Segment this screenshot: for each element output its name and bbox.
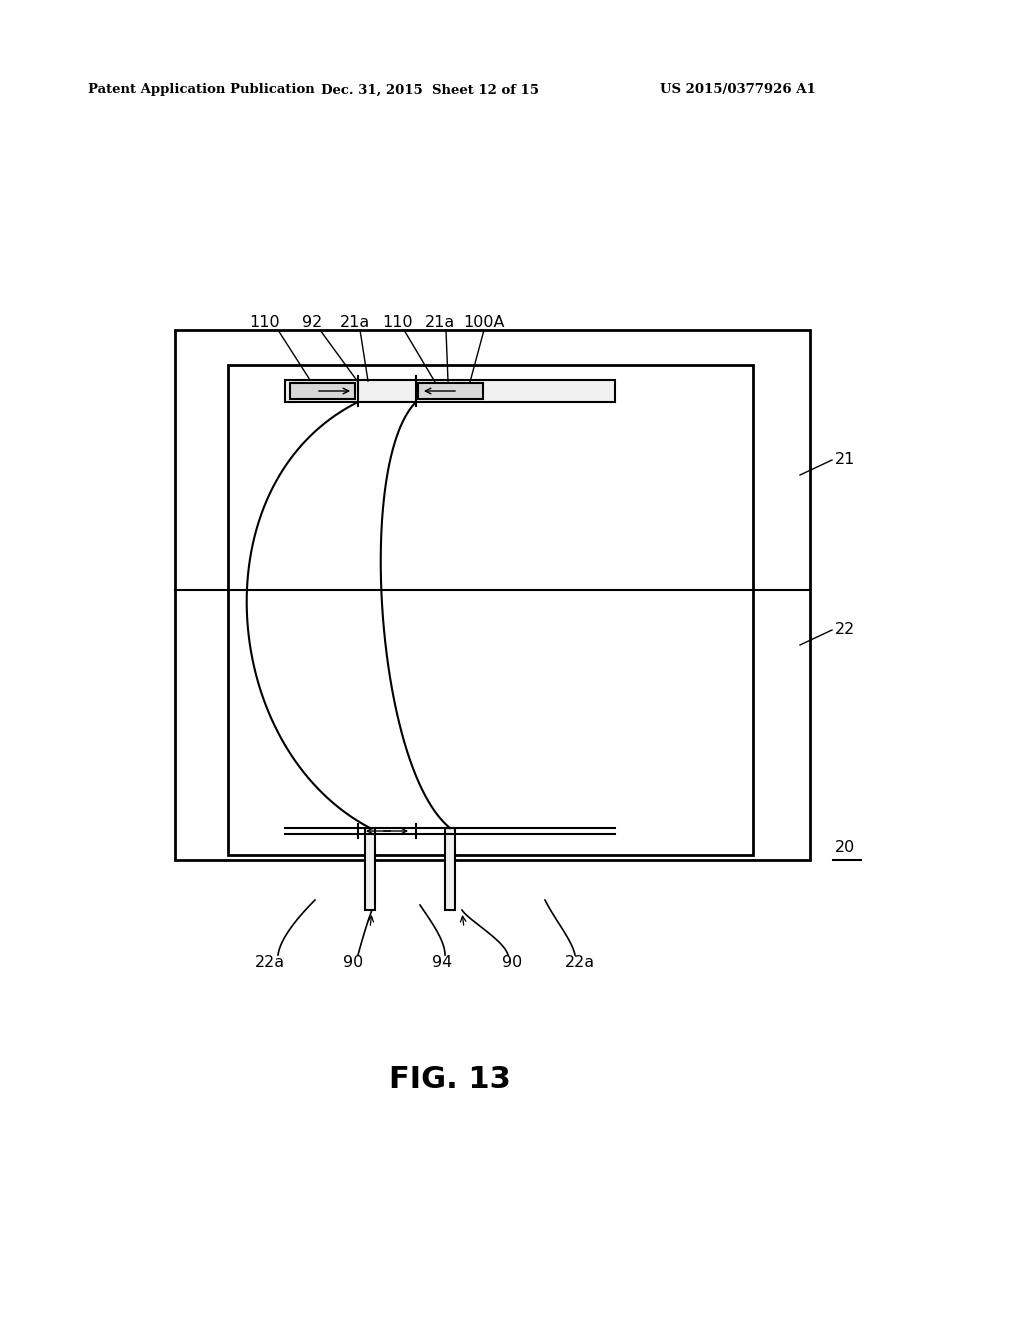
Text: 110: 110 [383, 315, 414, 330]
Text: Dec. 31, 2015  Sheet 12 of 15: Dec. 31, 2015 Sheet 12 of 15 [321, 83, 539, 96]
Text: 21a: 21a [340, 315, 370, 330]
Bar [290, 383, 355, 399]
Text: 22a: 22a [565, 954, 595, 970]
Bar [285, 380, 615, 403]
Text: 92: 92 [302, 315, 323, 330]
Text: 22a: 22a [255, 954, 285, 970]
Bar [228, 366, 753, 855]
Bar [365, 828, 375, 909]
Text: 94: 94 [432, 954, 453, 970]
Text: 100A: 100A [463, 315, 505, 330]
Text: 20: 20 [835, 841, 855, 855]
Text: 110: 110 [250, 315, 281, 330]
Bar [175, 330, 810, 861]
Text: 22: 22 [835, 623, 855, 638]
Bar [445, 828, 455, 909]
Text: 21a: 21a [425, 315, 455, 330]
Text: 90: 90 [502, 954, 522, 970]
Bar [418, 383, 483, 399]
Text: Patent Application Publication: Patent Application Publication [88, 83, 314, 96]
Text: 21: 21 [835, 453, 855, 467]
Text: FIG. 13: FIG. 13 [389, 1065, 511, 1094]
Text: US 2015/0377926 A1: US 2015/0377926 A1 [660, 83, 816, 96]
Text: 90: 90 [343, 954, 364, 970]
